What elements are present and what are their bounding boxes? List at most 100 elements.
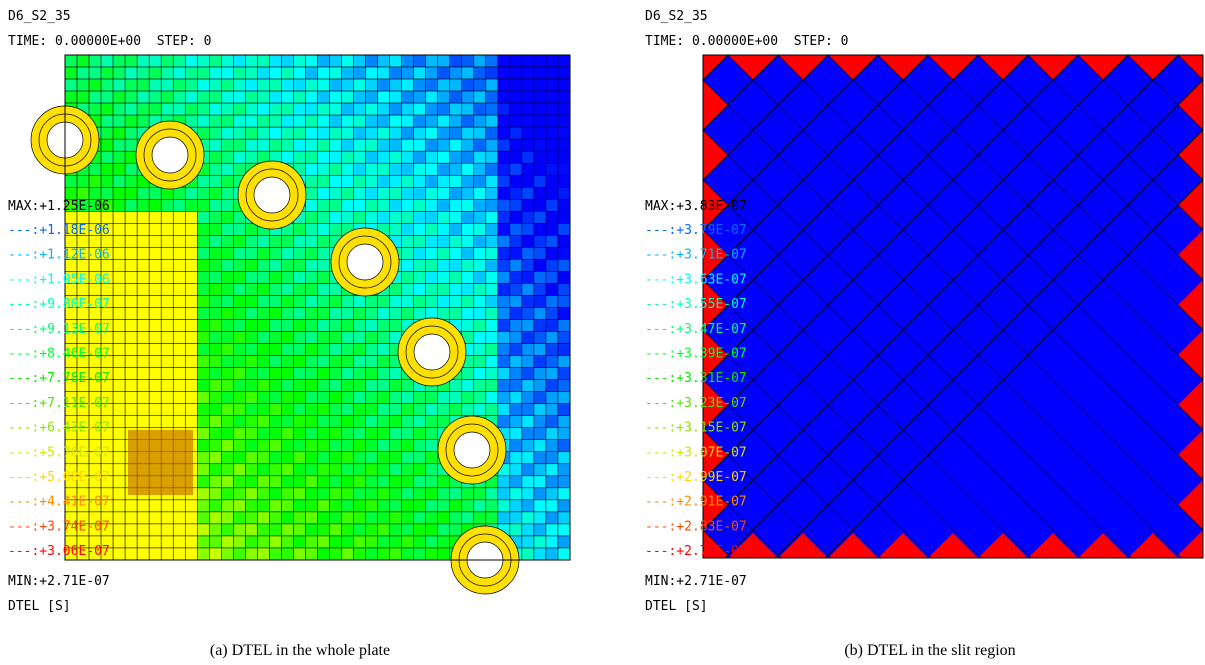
mesh-cell xyxy=(486,404,498,416)
mesh-cell xyxy=(390,392,402,404)
mesh-cell xyxy=(305,428,317,440)
mesh-cell xyxy=(161,271,173,283)
mesh-cell xyxy=(390,151,402,163)
mesh-cell xyxy=(173,380,185,392)
mesh-cell xyxy=(450,380,462,392)
mesh-cell xyxy=(546,91,558,103)
mesh-cell xyxy=(342,151,354,163)
mesh-cell xyxy=(474,500,486,512)
mesh-cell xyxy=(281,259,293,271)
mesh-cell xyxy=(125,548,137,560)
mesh-cell xyxy=(209,380,221,392)
mesh-cell xyxy=(281,139,293,151)
mesh-cell xyxy=(185,235,197,247)
mesh-cell xyxy=(221,67,233,79)
mesh-cell xyxy=(402,271,414,283)
mesh-cell xyxy=(281,235,293,247)
mesh-cell xyxy=(269,344,281,356)
mesh-cell xyxy=(125,223,137,235)
mesh-cell xyxy=(161,356,173,368)
mesh-cell xyxy=(305,356,317,368)
mesh-cell xyxy=(233,428,245,440)
mesh-cell xyxy=(233,524,245,536)
mesh-cell xyxy=(293,235,305,247)
mesh-cell xyxy=(221,308,233,320)
mesh-cell xyxy=(257,127,269,139)
mesh-cell xyxy=(534,259,546,271)
mesh-cell xyxy=(474,368,486,380)
mesh-cell xyxy=(137,235,149,247)
mesh-cell xyxy=(474,115,486,127)
mesh-cell xyxy=(462,271,474,283)
mesh-cell xyxy=(522,332,534,344)
mesh-cell xyxy=(281,308,293,320)
mesh-cell xyxy=(378,536,390,548)
mesh-cell xyxy=(233,536,245,548)
mesh-cell xyxy=(450,151,462,163)
mesh-cell xyxy=(318,548,330,560)
mesh-cell xyxy=(113,211,125,223)
mesh-cell xyxy=(402,416,414,428)
mesh-cell xyxy=(342,524,354,536)
mesh-cell xyxy=(293,476,305,488)
mesh-cell xyxy=(402,452,414,464)
mesh-cell xyxy=(414,211,426,223)
mesh-cell xyxy=(149,320,161,332)
mesh-cell xyxy=(558,115,570,127)
mesh-cell xyxy=(462,235,474,247)
mesh-cell xyxy=(342,548,354,560)
mesh-cell xyxy=(257,464,269,476)
mesh-cell xyxy=(534,416,546,428)
mesh-cell xyxy=(113,163,125,175)
mesh-cell xyxy=(305,115,317,127)
mesh-cell xyxy=(414,476,426,488)
mesh-cell xyxy=(221,380,233,392)
mesh-cell xyxy=(65,187,77,199)
mesh-cell xyxy=(245,452,257,464)
mesh-cell xyxy=(149,392,161,404)
mesh-cell xyxy=(281,271,293,283)
mesh-cell xyxy=(269,67,281,79)
mesh-cell xyxy=(558,440,570,452)
mesh-cell xyxy=(113,344,125,356)
mesh-cell xyxy=(245,79,257,91)
mesh-cell xyxy=(402,199,414,211)
mesh-cell xyxy=(197,320,209,332)
mesh-cell xyxy=(498,392,510,404)
mesh-cell xyxy=(293,536,305,548)
mesh-cell xyxy=(342,344,354,356)
mesh-cell xyxy=(534,127,546,139)
mesh-cell xyxy=(173,320,185,332)
mesh-cell xyxy=(426,139,438,151)
mesh-cell xyxy=(305,55,317,67)
mesh-cell xyxy=(281,247,293,259)
mesh-cell xyxy=(209,271,221,283)
mesh-cell xyxy=(233,476,245,488)
mesh-cell xyxy=(269,464,281,476)
mesh-cell xyxy=(269,332,281,344)
mesh-cell xyxy=(161,368,173,380)
mesh-cell xyxy=(354,103,366,115)
mesh-cell xyxy=(113,536,125,548)
mesh-cell xyxy=(233,440,245,452)
mesh-cell xyxy=(281,115,293,127)
mesh-cell xyxy=(161,199,173,211)
mesh-cell xyxy=(293,127,305,139)
mesh-cell xyxy=(173,368,185,380)
mesh-cell xyxy=(510,115,522,127)
mesh-cell xyxy=(113,283,125,295)
mesh-cell xyxy=(101,127,113,139)
mesh-cell xyxy=(414,271,426,283)
mesh-cell xyxy=(498,199,510,211)
mesh-cell xyxy=(197,368,209,380)
mesh-cell xyxy=(305,235,317,247)
mesh-cell xyxy=(546,67,558,79)
mesh-cell xyxy=(534,91,546,103)
mesh-cell xyxy=(414,500,426,512)
mesh-cell xyxy=(137,356,149,368)
mesh-cell xyxy=(257,67,269,79)
mesh-cell xyxy=(233,55,245,67)
mesh-cell xyxy=(462,368,474,380)
mesh-cell xyxy=(209,416,221,428)
mesh-cell xyxy=(558,488,570,500)
